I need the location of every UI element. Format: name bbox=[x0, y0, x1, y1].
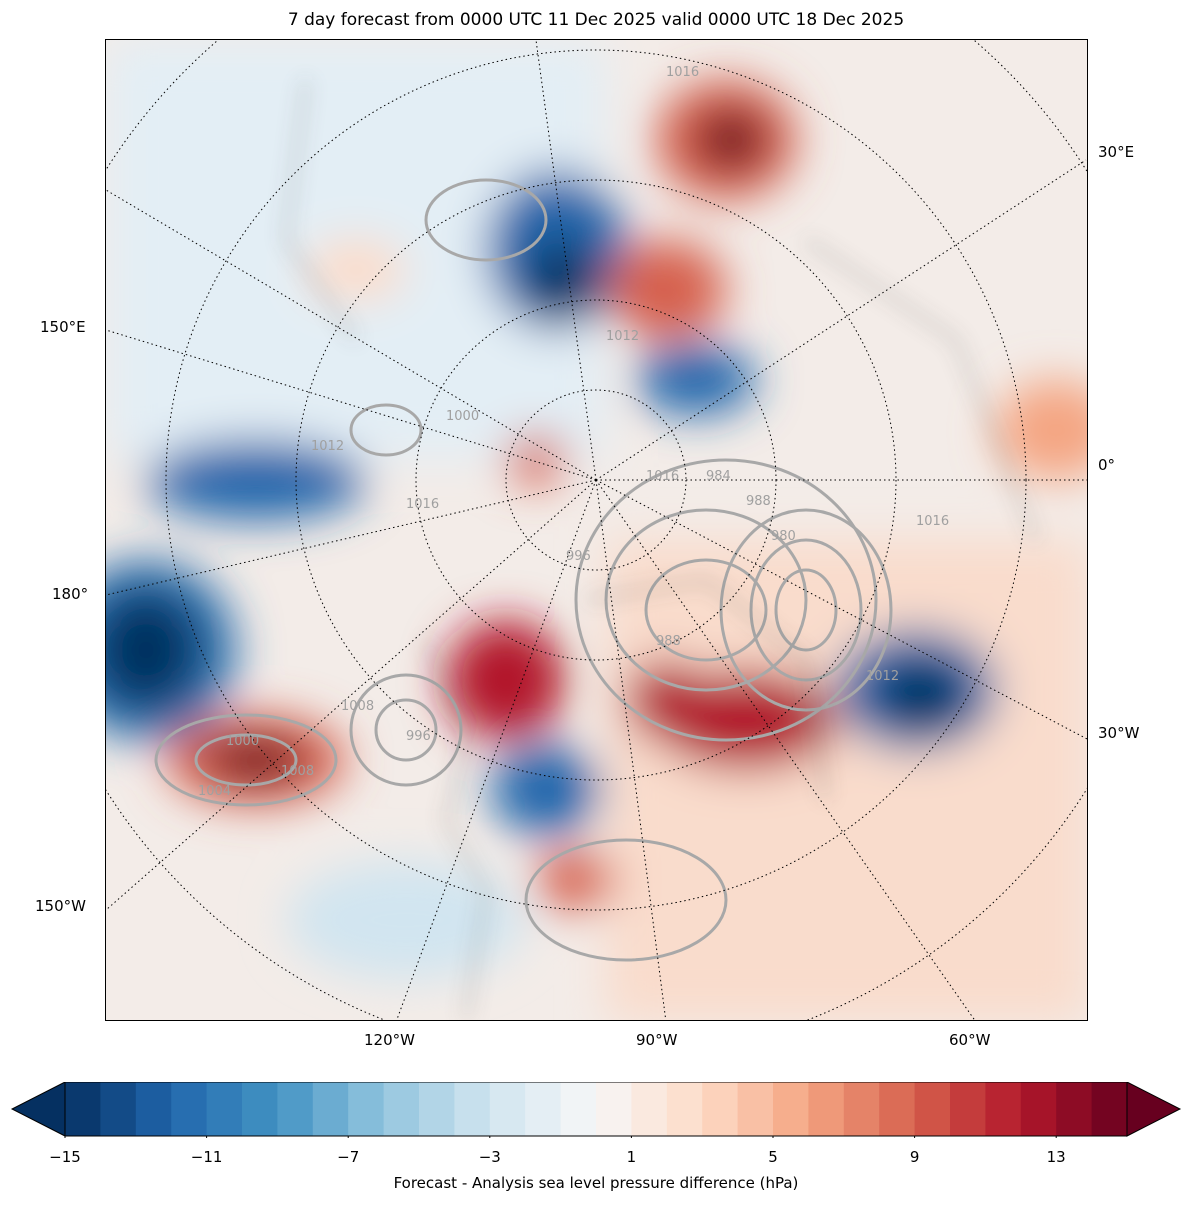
colorbar-bin bbox=[312, 1082, 349, 1136]
colorbar-bin bbox=[950, 1082, 986, 1136]
colorbar-bin bbox=[914, 1082, 951, 1136]
contour-label: 1012 bbox=[606, 329, 639, 344]
colorbar-tick-label: 5 bbox=[768, 1148, 778, 1166]
colorbar-bin bbox=[348, 1082, 385, 1136]
contour-label: 1008 bbox=[341, 699, 374, 714]
contour-label: 988 bbox=[656, 634, 681, 649]
colorbar-bin bbox=[489, 1082, 526, 1136]
lon-label-90w: 90°W bbox=[636, 1031, 678, 1049]
colorbar-bin bbox=[985, 1082, 1022, 1136]
anomaly-field bbox=[106, 40, 1087, 1020]
colorbar-bin bbox=[560, 1082, 597, 1136]
contour-label: 996 bbox=[566, 549, 591, 564]
contour-label: 996 bbox=[406, 729, 431, 744]
lon-label-30e: 30°E bbox=[1098, 143, 1135, 161]
pressure-contours bbox=[154, 178, 893, 962]
contour-label: 988 bbox=[746, 494, 771, 509]
colorbar-bin bbox=[879, 1082, 916, 1136]
lon-label-60w: 60°W bbox=[949, 1031, 991, 1049]
colorbar-bin bbox=[419, 1082, 455, 1136]
contour-label: 1016 bbox=[406, 497, 439, 512]
map-title: 7 day forecast from 0000 UTC 11 Dec 2025… bbox=[287, 10, 905, 30]
contour-label: 1000 bbox=[226, 734, 259, 749]
colorbar-bin bbox=[1056, 1082, 1093, 1136]
map-panel: 1016 1012 1016 996 980 988 984 1012 1008… bbox=[105, 39, 1088, 1021]
colorbar-bin bbox=[525, 1082, 562, 1136]
colorbar-label: Forecast - Analysis sea level pressure d… bbox=[393, 1174, 799, 1192]
lon-label-120w: 120°W bbox=[364, 1031, 415, 1049]
lon-label-180: 180° bbox=[52, 585, 89, 603]
contour-label: 1016 bbox=[916, 514, 949, 529]
colorbar-bin bbox=[808, 1082, 845, 1136]
contour-label: 984 bbox=[706, 469, 731, 484]
contour-label: 980 bbox=[771, 529, 796, 544]
colorbar-bin bbox=[65, 1082, 101, 1136]
colorbar bbox=[10, 1082, 1182, 1138]
contour-label: 1008 bbox=[281, 764, 314, 779]
lon-label-30w: 30°W bbox=[1098, 724, 1140, 742]
contour-label: 1012 bbox=[866, 669, 899, 684]
colorbar-bin bbox=[666, 1082, 703, 1136]
colorbar-bin bbox=[383, 1082, 420, 1136]
colorbar-tick-label: −15 bbox=[49, 1148, 81, 1166]
lon-label-150e: 150°E bbox=[40, 318, 86, 336]
colorbar-bin bbox=[843, 1082, 880, 1136]
coastlines bbox=[284, 79, 1038, 1020]
colorbar-tick-label: 13 bbox=[1046, 1148, 1066, 1166]
colorbar-bin bbox=[773, 1082, 809, 1136]
colorbar-bin bbox=[702, 1082, 739, 1136]
colorbar-bin bbox=[631, 1082, 668, 1136]
colorbar-bin bbox=[1020, 1082, 1057, 1136]
colorbar-bin bbox=[135, 1082, 172, 1136]
colorbar-tick-label: 9 bbox=[909, 1148, 920, 1166]
colorbar-bin bbox=[737, 1082, 774, 1136]
colorbar-bin bbox=[277, 1082, 314, 1136]
contour-labels: 1016 1012 1016 996 980 988 984 1012 1008… bbox=[198, 65, 949, 799]
colorbar-extend-min bbox=[10, 1082, 66, 1137]
map-field: 1016 1012 1016 996 980 988 984 1012 1008… bbox=[106, 40, 1087, 1020]
colorbar-tick-label: 1 bbox=[626, 1148, 637, 1166]
colorbar-tick-label: −7 bbox=[337, 1148, 360, 1166]
colorbar-bin bbox=[1091, 1082, 1128, 1136]
lon-label-150w: 150°W bbox=[35, 897, 86, 915]
colorbar-tick-label: −11 bbox=[190, 1148, 223, 1166]
colorbar-bin bbox=[242, 1082, 278, 1136]
colorbar-extend-max bbox=[1126, 1082, 1182, 1137]
colorbar-tick-label: −3 bbox=[478, 1148, 501, 1166]
graticule bbox=[106, 40, 1087, 1020]
contour-label: 1016 bbox=[666, 65, 699, 80]
colorbar-bin bbox=[454, 1082, 491, 1136]
colorbar-bin bbox=[206, 1082, 243, 1136]
lon-label-0: 0° bbox=[1098, 456, 1116, 474]
contour-label: 1004 bbox=[198, 784, 231, 799]
colorbar-bin bbox=[100, 1082, 137, 1136]
colorbar-bin bbox=[171, 1082, 208, 1136]
contour-label: 1016 bbox=[646, 469, 679, 484]
contour-label: 1012 bbox=[311, 439, 344, 454]
colorbar-bin bbox=[596, 1082, 632, 1136]
contour-label: 1000 bbox=[446, 409, 479, 424]
